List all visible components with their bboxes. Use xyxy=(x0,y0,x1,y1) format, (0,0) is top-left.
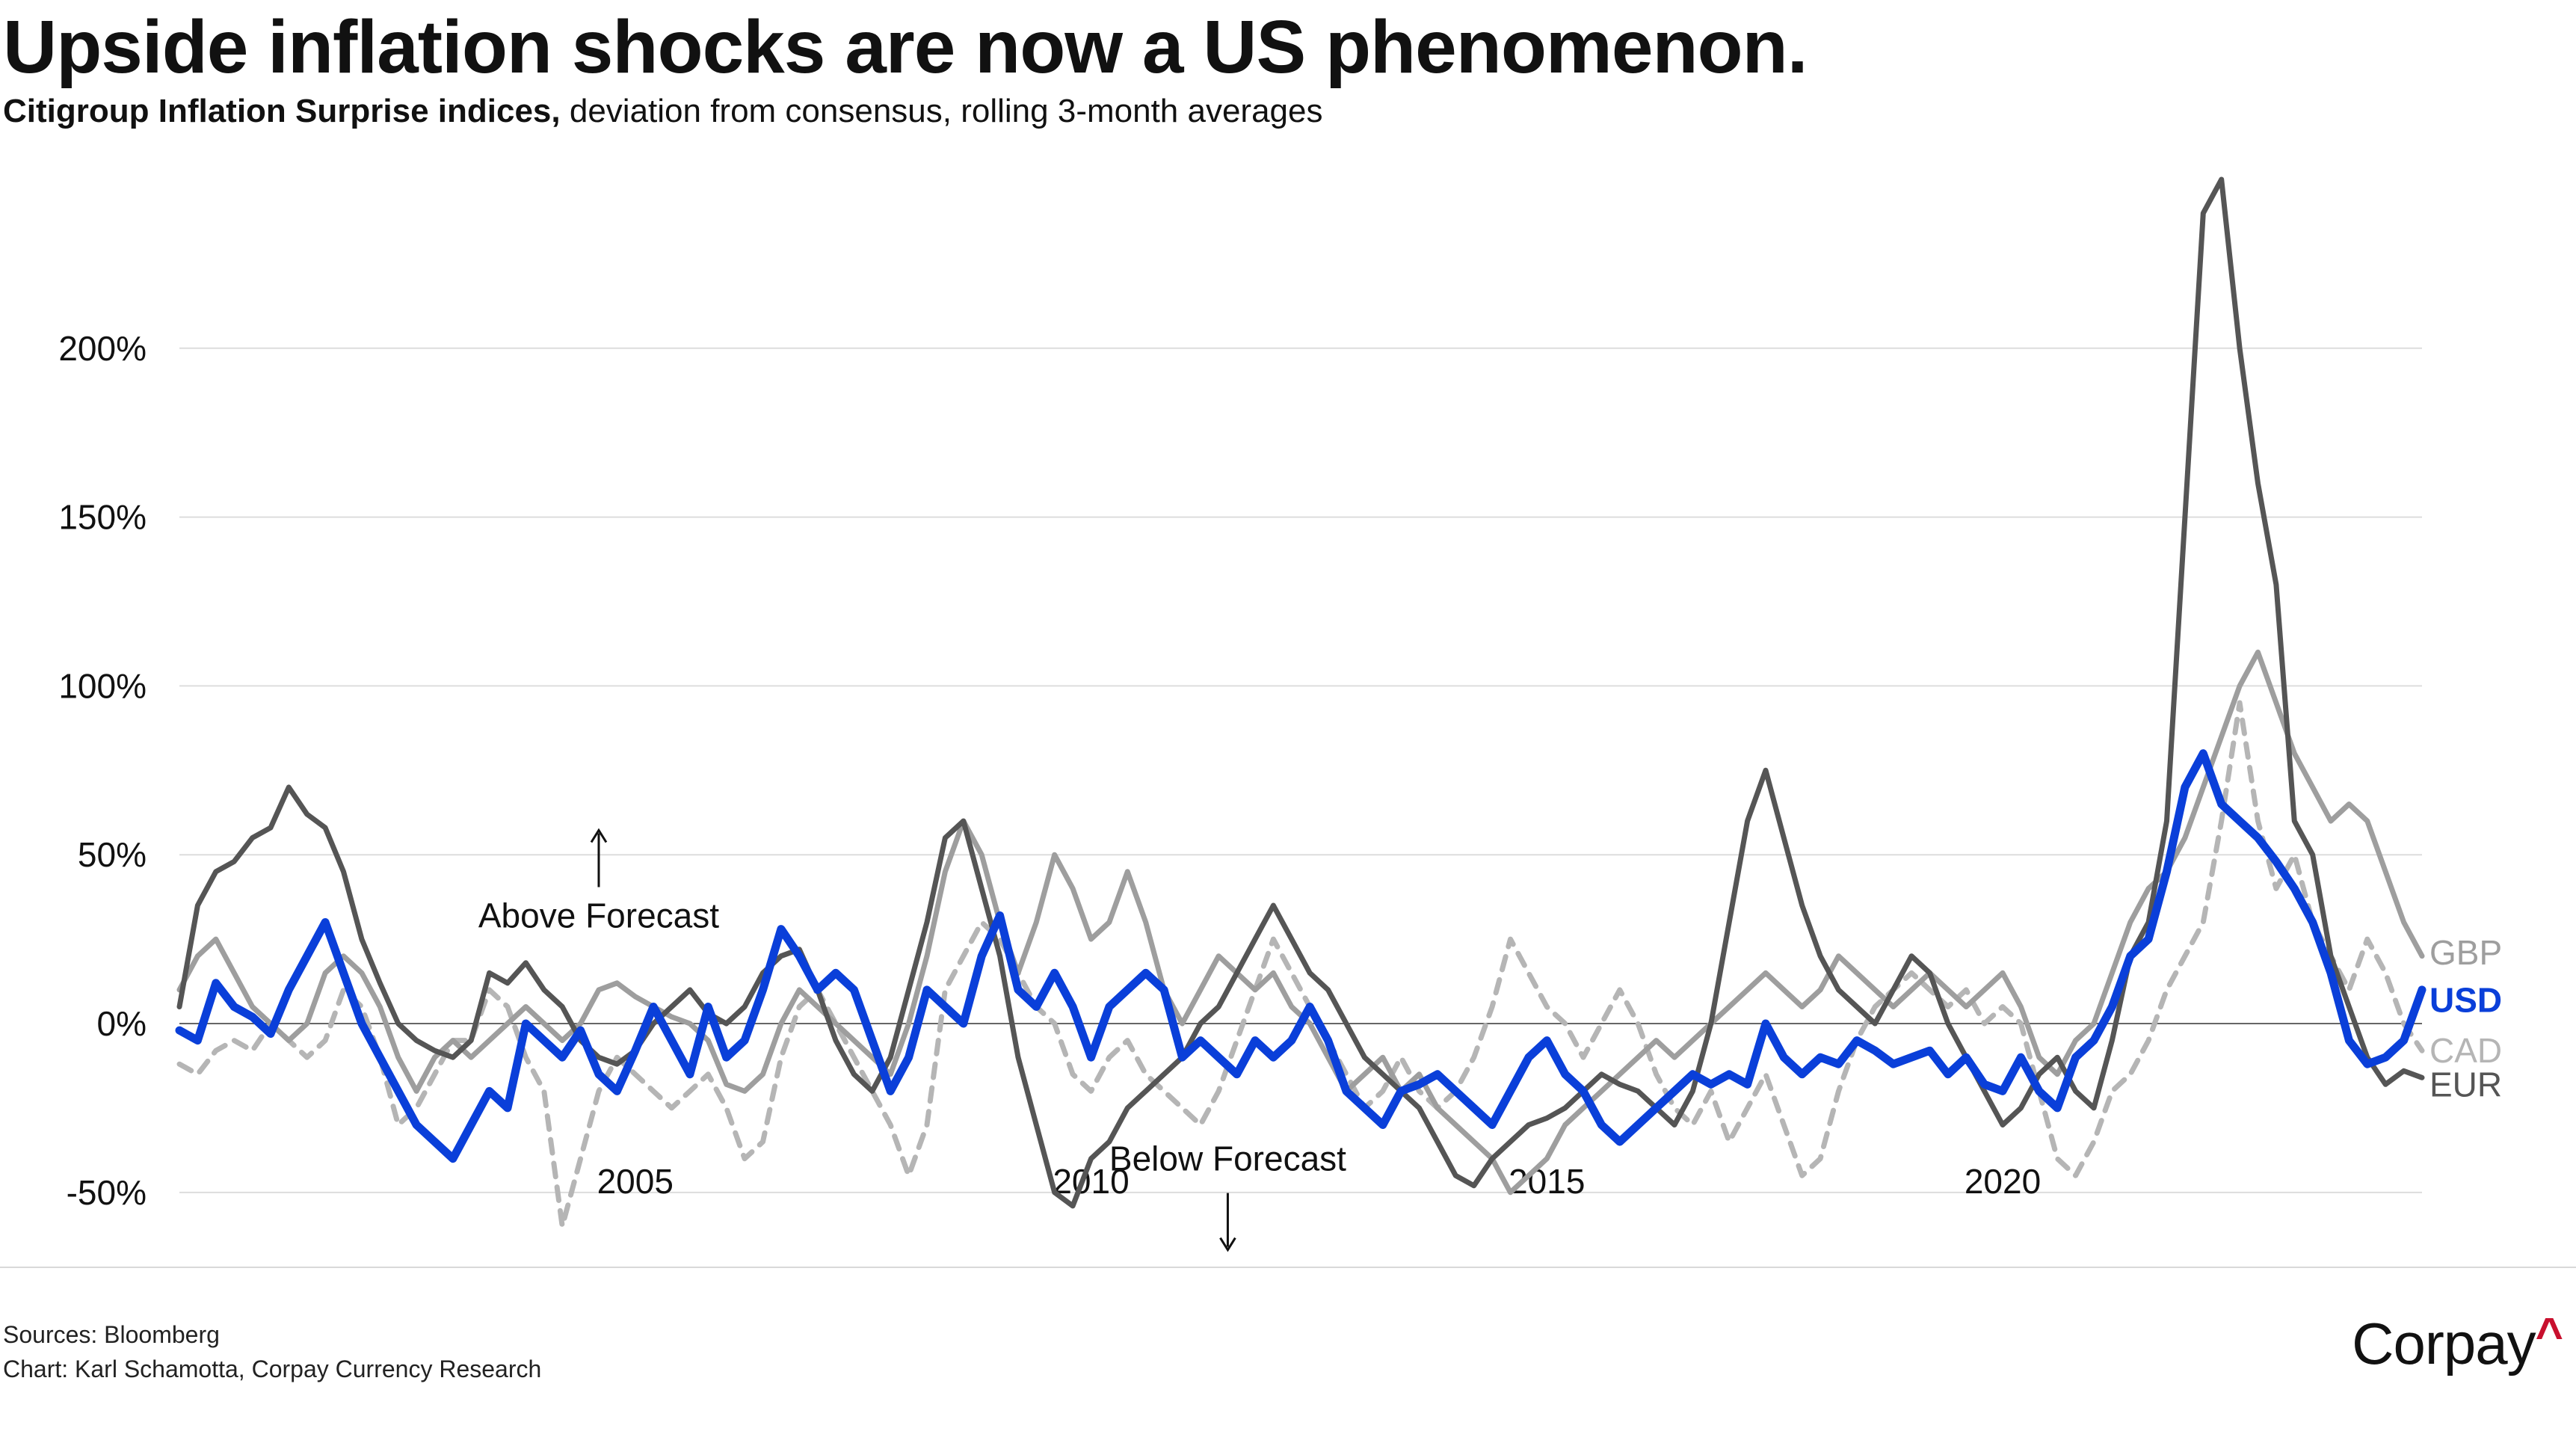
y-tick-label: 0% xyxy=(97,1004,147,1043)
series-label-usd: USD xyxy=(2429,980,2502,1019)
x-tick-label: 2005 xyxy=(597,1162,674,1201)
corpay-logo: Corpay^ xyxy=(2352,1308,2563,1378)
y-tick-label: 150% xyxy=(58,498,147,537)
annotation-above-forecast: Above Forecast xyxy=(478,896,719,935)
series-label-eur: EUR xyxy=(2429,1065,2502,1104)
series-label-gbp: GBP xyxy=(2429,933,2502,972)
subtitle-bold: Citigroup Inflation Surprise indices, xyxy=(3,93,561,129)
logo-text: Corpay xyxy=(2352,1311,2536,1376)
arrow-down-head-icon xyxy=(1219,1237,1236,1252)
series-line-usd xyxy=(175,749,2426,1163)
chart-title: Upside inflation shocks are now a US phe… xyxy=(3,5,1808,89)
chart-credit: Chart: Karl Schamotta, Corpay Currency R… xyxy=(3,1356,542,1382)
annotation-below-forecast: Below Forecast xyxy=(1109,1139,1346,1178)
y-tick-label: 200% xyxy=(58,329,147,368)
chart-subtitle: Citigroup Inflation Surprise indices, de… xyxy=(3,93,1323,130)
arrow-up-head-icon xyxy=(590,828,608,843)
series-line-eur xyxy=(176,176,2425,1209)
y-tick-label: 50% xyxy=(78,835,147,874)
footer-divider xyxy=(0,1267,2576,1268)
series-label-cad: CAD xyxy=(2429,1031,2502,1070)
x-tick-label: 2010 xyxy=(1053,1162,1129,1201)
x-tick-label: 2020 xyxy=(1965,1162,2041,1201)
y-tick-label: 100% xyxy=(58,666,147,705)
sources-note: Sources: Bloomberg Chart: Karl Schamotta… xyxy=(3,1317,541,1386)
subtitle-rest: deviation from consensus, rolling 3-mont… xyxy=(560,93,1323,129)
y-tick-label: -50% xyxy=(67,1173,147,1212)
sources-text: Sources: Bloomberg xyxy=(3,1321,220,1348)
logo-caret-icon: ^ xyxy=(2535,1308,2563,1362)
series-line-cad xyxy=(176,700,2425,1229)
